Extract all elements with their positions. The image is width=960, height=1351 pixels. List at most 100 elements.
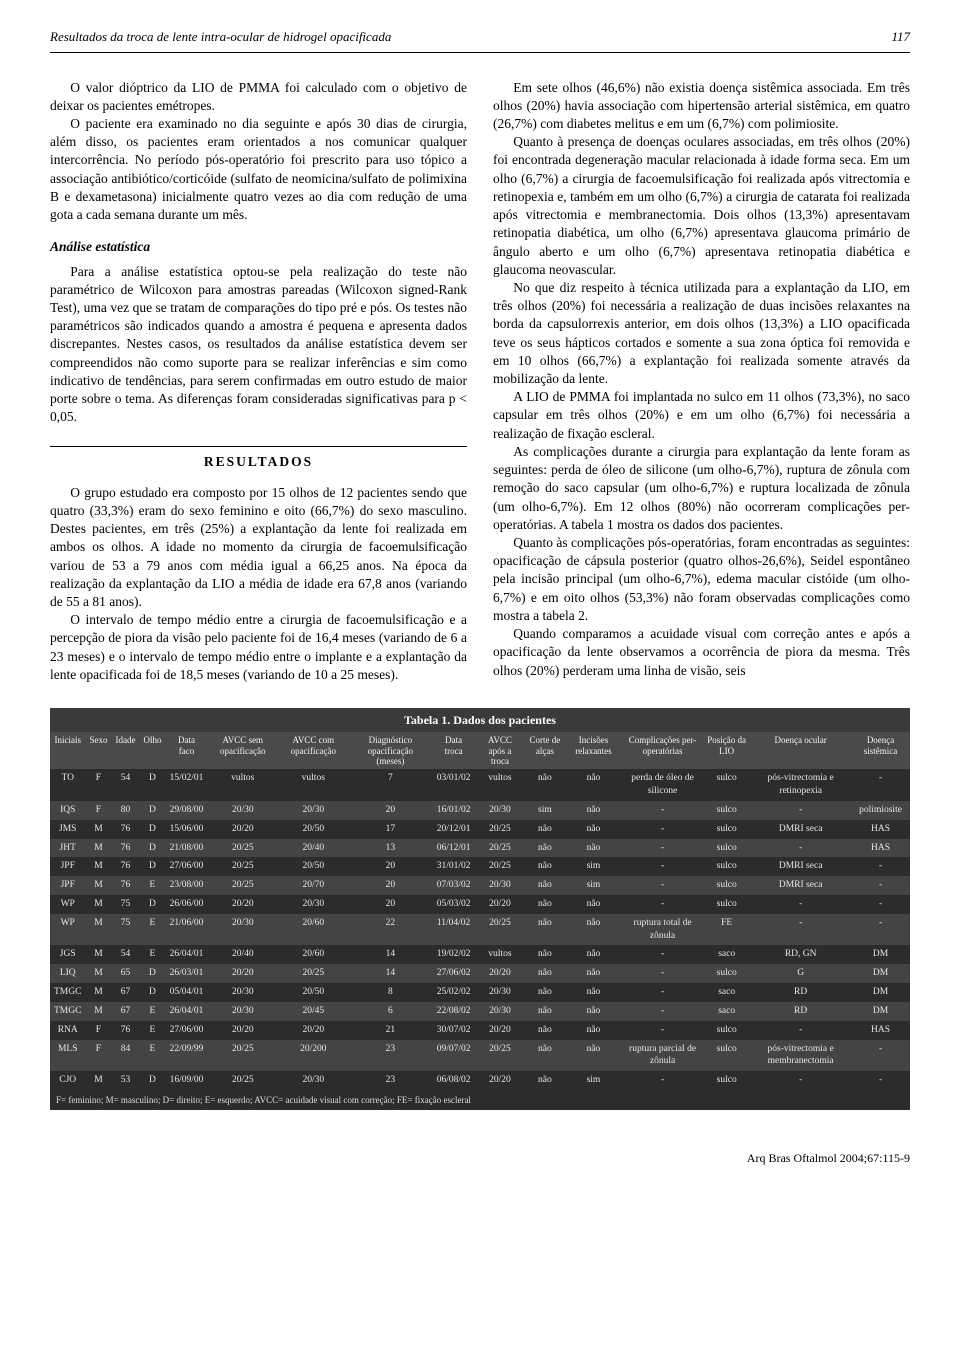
table-cell: - [622,1002,703,1021]
table-cell: não [525,945,565,964]
table-cell: 05/03/02 [432,895,475,914]
table-row: TMGCM67D05/04/0120/3020/50825/02/0220/30… [50,983,910,1002]
para: A LIO de PMMA foi implantada no sulco em… [493,388,910,443]
table-cell: sulco [703,769,750,801]
table-cell: não [565,769,622,801]
table-cell: DM [851,945,910,964]
table-cell: não [565,914,622,946]
table-cell: 15/06/00 [165,820,207,839]
table-col-header: Data faco [165,732,207,769]
table-cell: 6 [349,1002,432,1021]
table-cell: ruptura total de zônula [622,914,703,946]
table-cell: vultos [475,945,525,964]
table-cell: não [525,820,565,839]
table-cell: 20 [349,801,432,820]
table-cell: DM [851,964,910,983]
table-cell: 07/03/02 [432,876,475,895]
table-cell: 29/08/00 [165,801,207,820]
table-cell: 20/25 [475,914,525,946]
table-cell: D [139,983,165,1002]
table-cell: 26/06/00 [165,895,207,914]
table-cell: 20/25 [208,1071,278,1090]
table-row: RNAF76E27/06/0020/2020/202130/07/0220/20… [50,1021,910,1040]
header-rule [50,52,910,53]
table-cell: sulco [703,801,750,820]
table-cell: não [525,1040,565,1072]
table-cell: TMGC [50,1002,85,1021]
table-cell: sulco [703,820,750,839]
table-col-header: Data troca [432,732,475,769]
table-cell: 21 [349,1021,432,1040]
table-cell: - [622,801,703,820]
table-cell: sulco [703,839,750,858]
table-cell: F [85,769,111,801]
table-cell: 27/06/00 [165,1021,207,1040]
table-cell: D [139,839,165,858]
table-col-header: Doença ocular [750,732,851,769]
table-cell: 21/06/00 [165,914,207,946]
table-cell: HAS [851,839,910,858]
table-cell: 8 [349,983,432,1002]
table-cell: M [85,914,111,946]
table-cell: 80 [111,801,139,820]
table-cell: - [750,914,851,946]
table-cell: sulco [703,1040,750,1072]
table-cell: sulco [703,1071,750,1090]
table-cell: D [139,801,165,820]
table-cell: 22/09/99 [165,1040,207,1072]
table-cell: D [139,895,165,914]
table-cell: M [85,857,111,876]
table-cell: 7 [349,769,432,801]
table-cell: 03/01/02 [432,769,475,801]
table-cell: 27/06/00 [165,857,207,876]
table-cell: 20/30 [278,1071,349,1090]
table-cell: não [525,839,565,858]
table-cell: LIQ [50,964,85,983]
table-cell: M [85,1071,111,1090]
table-cell: sulco [703,876,750,895]
table-cell: sim [565,876,622,895]
table-col-header: Incisões relaxantes [565,732,622,769]
table-cell: 20/40 [208,945,278,964]
table-cell: 20/50 [278,983,349,1002]
journal-citation: Arq Bras Oftalmol 2004;67:115-9 [50,1150,910,1166]
table-cell: M [85,964,111,983]
table-cell: JHT [50,839,85,858]
table-row: WPM75E21/06/0020/3020/602211/04/0220/25n… [50,914,910,946]
table-caption: Tabela 1. Dados dos pacientes [50,708,910,732]
table-row: JMSM76D15/06/0020/2020/501720/12/0120/25… [50,820,910,839]
table-cell: 26/03/01 [165,964,207,983]
table-cell: pós-vitrectomia e retinopexia [750,769,851,801]
table-cell: 05/04/01 [165,983,207,1002]
table-col-header: Complicações per-operatórias [622,732,703,769]
table-cell: 20/20 [208,820,278,839]
table-cell: 20/30 [208,983,278,1002]
table-col-header: AVCC após a troca [475,732,525,769]
table-cell: não [565,801,622,820]
table-cell: 20/25 [475,820,525,839]
table-row: WPM75D26/06/0020/2020/302005/03/0220/20n… [50,895,910,914]
table-cell: 30/07/02 [432,1021,475,1040]
table-cell: 20/25 [278,964,349,983]
table-cell: 20/25 [208,1040,278,1072]
para: O grupo estudado era composto por 15 olh… [50,484,467,612]
table-cell: 19/02/02 [432,945,475,964]
para: No que diz respeito à técnica utilizada … [493,279,910,388]
table-cell: 26/04/01 [165,1002,207,1021]
table-cell: 20/20 [208,895,278,914]
table-cell: 67 [111,983,139,1002]
table-cell: sim [565,857,622,876]
table-cell: saco [703,1002,750,1021]
table-cell: 20/20 [475,895,525,914]
table-cell: - [851,1040,910,1072]
table-cell: não [565,945,622,964]
para: Quando comparamos a acuidade visual com … [493,625,910,680]
table-cell: 20/30 [208,801,278,820]
table-cell: não [565,1021,622,1040]
table-cell: E [139,1002,165,1021]
table-cell: - [622,983,703,1002]
table-row: IQSF80D29/08/0020/3020/302016/01/0220/30… [50,801,910,820]
table-cell: 75 [111,914,139,946]
table-col-header: AVCC sem opacificação [208,732,278,769]
table-cell: 20 [349,876,432,895]
